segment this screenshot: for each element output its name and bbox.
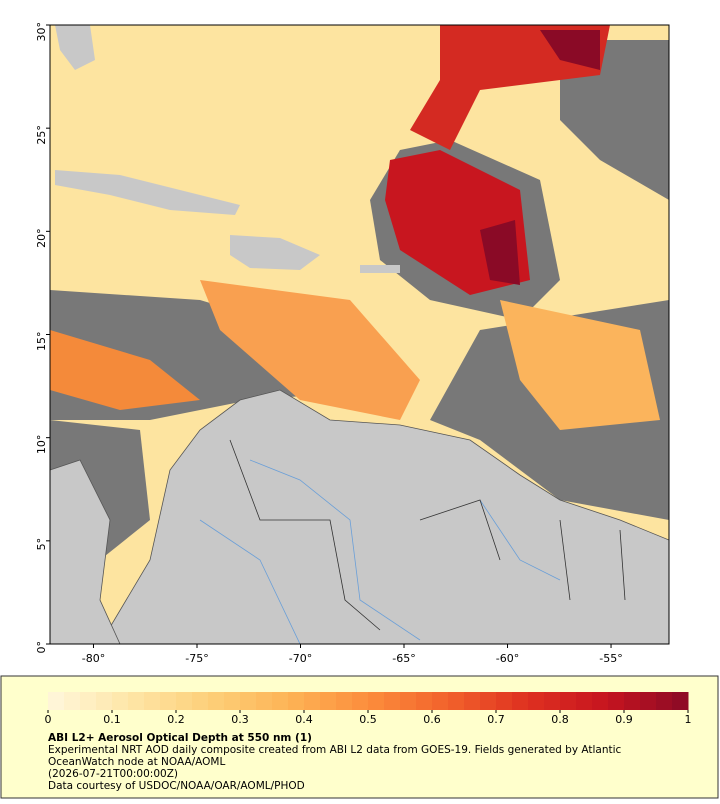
- river: [199, 459, 561, 644]
- legend-text: ABI L2+ Aerosol Optical Depth at 550 nm …: [48, 732, 688, 792]
- legend-description: Experimental NRT AOD daily composite cre…: [48, 744, 622, 768]
- aerosol-plume: [50, 330, 200, 410]
- colorbar-swatch: [656, 692, 673, 710]
- colorbar-swatch: [48, 692, 65, 710]
- colorbar-swatch: [448, 692, 465, 710]
- colorbar-swatch: [416, 692, 433, 710]
- x-tick-label: -55°: [599, 652, 622, 665]
- land: [360, 265, 400, 273]
- x-tick-label: -80°: [82, 652, 105, 665]
- colorbar-swatch: [528, 692, 545, 710]
- legend-title: ABI L2+ Aerosol Optical Depth at 550 nm …: [48, 732, 312, 744]
- colorbar-swatch: [320, 692, 337, 710]
- y-tick-label: 0°: [35, 641, 48, 654]
- colorbar-swatch: [480, 692, 497, 710]
- colorbar-swatch: [608, 692, 625, 710]
- colorbar-swatch: [336, 692, 353, 710]
- colorbar-swatch: [496, 692, 513, 710]
- colorbar-swatch: [624, 692, 641, 710]
- x-tick-label: -70°: [289, 652, 312, 665]
- colorbar-swatch: [432, 692, 449, 710]
- colorbar-swatch: [240, 692, 257, 710]
- colorbar-swatch: [288, 692, 305, 710]
- y-tick-label: 30°: [35, 22, 48, 42]
- colorbar-swatch: [384, 692, 401, 710]
- colorbar-swatch: [64, 692, 81, 710]
- legend-date: (2026-07-21T00:00:00Z): [48, 768, 178, 780]
- colorbar-swatch: [592, 692, 609, 710]
- colorbar-tick-label: 0.8: [551, 713, 569, 726]
- y-tick-label: 5°: [35, 538, 48, 551]
- x-tick-label: -60°: [496, 652, 519, 665]
- colorbar-tick-label: 0.6: [423, 713, 441, 726]
- colorbar-swatch: [128, 692, 145, 710]
- aerosol-plume: [500, 300, 660, 430]
- aerosol-plume: [200, 280, 420, 420]
- colorbar-tick-label: 0: [45, 713, 52, 726]
- colorbar-tick-label: 0.3: [231, 713, 249, 726]
- colorbar-swatch: [576, 692, 593, 710]
- colorbar-swatch: [640, 692, 657, 710]
- colorbar-swatch: [352, 692, 369, 710]
- colorbar-swatch: [672, 692, 689, 710]
- land: [55, 170, 240, 215]
- y-tick-label: 10°: [35, 435, 48, 455]
- map: [50, 25, 669, 644]
- colorbar-swatch: [400, 692, 417, 710]
- colorbar-swatch: [208, 692, 225, 710]
- land: [99, 389, 669, 644]
- colorbar-swatch: [112, 692, 129, 710]
- colorbar-tick-label: 1: [685, 713, 692, 726]
- y-tick-label: 15°: [35, 332, 48, 352]
- colorbar-swatch: [192, 692, 209, 710]
- colorbar-swatch: [368, 692, 385, 710]
- colorbar-swatch: [176, 692, 193, 710]
- colorbar-swatch: [224, 692, 241, 710]
- colorbar-tick-label: 0.9: [615, 713, 633, 726]
- aerosol-core: [540, 30, 600, 70]
- colorbar-tick-label: 0.4: [295, 713, 313, 726]
- aerosol-core: [480, 220, 520, 285]
- colorbar-tick-label: 0.5: [359, 713, 377, 726]
- colorbar-swatch: [160, 692, 177, 710]
- colorbar-swatch: [304, 692, 321, 710]
- land: [230, 235, 320, 270]
- colorbar-tick-label: 0.1: [103, 713, 121, 726]
- y-tick-label: 20°: [35, 228, 48, 248]
- colorbar-swatch: [560, 692, 577, 710]
- land: [50, 459, 121, 644]
- colorbar-swatch: [144, 692, 161, 710]
- colorbar-tick-label: 0.7: [487, 713, 505, 726]
- colorbar-swatch: [80, 692, 97, 710]
- border: [229, 439, 626, 631]
- colorbar-swatch: [272, 692, 289, 710]
- colorbar-swatch: [96, 692, 113, 710]
- colorbar-swatch: [512, 692, 529, 710]
- x-tick-label: -75°: [185, 652, 208, 665]
- colorbar-swatch: [464, 692, 481, 710]
- x-tick-label: -65°: [392, 652, 415, 665]
- y-tick-label: 25°: [35, 125, 48, 145]
- colorbar-tick-label: 0.2: [167, 713, 185, 726]
- land: [55, 25, 95, 70]
- colorbar-swatch: [544, 692, 561, 710]
- legend-credit: Data courtesy of USDOC/NOAA/OAR/AOML/PHO…: [48, 780, 305, 792]
- cloud-mask: [560, 40, 669, 200]
- colorbar-swatch: [256, 692, 273, 710]
